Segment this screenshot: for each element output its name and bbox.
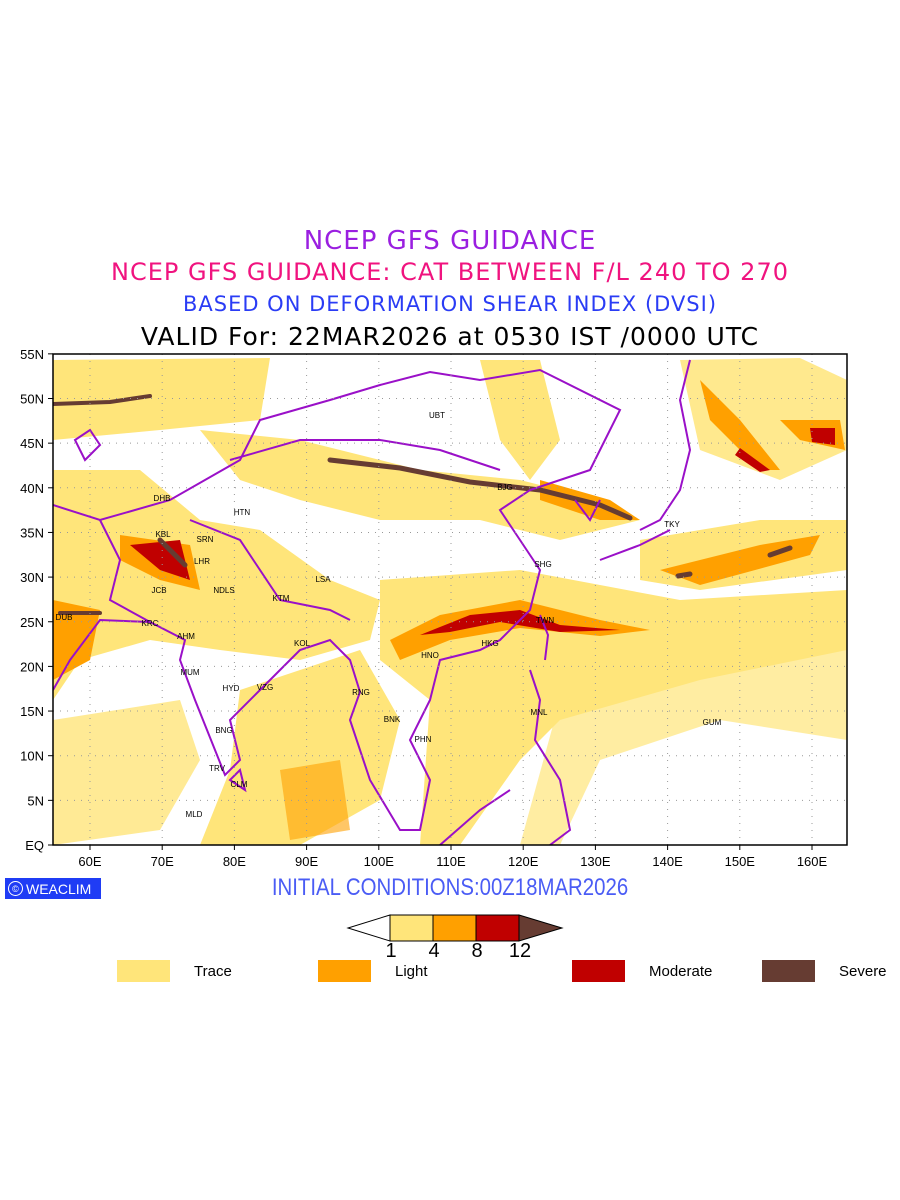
lon-label: 140E (652, 854, 683, 869)
colorbar-tick: 12 (508, 940, 532, 962)
legend-swatch (117, 960, 170, 982)
city-label: KOL (294, 639, 311, 648)
lat-label: 25N (20, 615, 44, 630)
city-label: SHG (534, 560, 551, 569)
lon-label: 110E (436, 854, 466, 869)
lat-label: 50N (20, 392, 44, 407)
colorbar-moderate (475, 914, 520, 942)
city-label: TRV (209, 764, 226, 773)
city-label: RNG (352, 688, 370, 697)
colorbar (346, 914, 564, 942)
lat-label: 45N (20, 436, 44, 451)
lon-label: 130E (580, 854, 611, 869)
lat-label: 5N (27, 793, 44, 808)
city-label: JCB (151, 586, 166, 595)
title-valid-time: VALID For: 22MAR2026 at 0530 IST /0000 U… (140, 322, 760, 351)
city-label: NDLS (213, 586, 234, 595)
city-label: UBT (429, 411, 445, 420)
lon-label: 80E (223, 854, 246, 869)
city-label: BJG (497, 483, 513, 492)
legend-label: Severe (839, 962, 887, 980)
colorbar-tick: 4 (428, 940, 440, 962)
lon-label: 60E (78, 854, 101, 869)
legend-label: Light (395, 962, 428, 980)
city-label: HNO (421, 651, 439, 660)
longitude-labels: 60E 70E 80E 90E 100E 110E 120E 130E 140E 150E 160E (78, 845, 828, 869)
city-labels: UBT BJG SHG TWN HKG HNO BNK PHN MNL TKY GUM DHB HTN K… (56, 411, 722, 819)
city-label: TKY (664, 520, 680, 529)
colorbar-tick: 8 (471, 940, 483, 962)
city-label: DUB (56, 613, 73, 622)
coastlines-borders (53, 359, 692, 845)
lon-label: 100E (364, 854, 395, 869)
city-label: LSA (315, 575, 331, 584)
copyright-icon: © (8, 881, 23, 896)
lat-lon-grid (53, 354, 847, 845)
logo-text: WEACLIM (26, 880, 92, 897)
title-main: NCEP GFS GUIDANCE (303, 226, 597, 256)
city-label: HTN (234, 508, 251, 517)
city-label: TWN (536, 616, 554, 625)
lat-label: 20N (20, 659, 44, 674)
title-product: NCEP GFS GUIDANCE: CAT BETWEEN F/L 240 T… (111, 258, 789, 286)
city-label: SRN (197, 535, 214, 544)
lat-label: EQ (25, 838, 44, 853)
legend-label: Moderate (649, 962, 713, 980)
city-label: VZG (257, 683, 273, 692)
map-fields (53, 358, 847, 845)
severe-jets (53, 394, 793, 615)
legend-swatch (762, 960, 815, 982)
city-label: MNL (531, 708, 548, 717)
lat-label: 55N (20, 347, 44, 362)
city-label: KRC (142, 619, 159, 628)
latitude-labels: EQ 5N 10N 15N 20N 25N 30N 35N 40N 45N 50N 55N (20, 347, 53, 853)
city-label: KBL (155, 530, 171, 539)
city-label: KTM (273, 594, 290, 603)
city-label: HYD (223, 684, 240, 693)
city-label: BNG (215, 726, 232, 735)
legend-swatch (572, 960, 625, 982)
title-method: BASED ON DEFORMATION SHEAR INDEX (DVSI) (182, 292, 718, 316)
lat-label: 15N (20, 704, 44, 719)
legend-swatch (318, 960, 371, 982)
legend-trace: Trace (117, 960, 232, 982)
legend-severe: Severe (762, 960, 887, 982)
colorbar-tick: 1 (385, 940, 397, 962)
legend-moderate: Moderate (572, 960, 712, 982)
colorbar-light (432, 914, 477, 942)
lat-label: 30N (20, 570, 44, 585)
city-label: MLD (186, 810, 203, 819)
moderate-areas (130, 428, 835, 635)
colorbar-trace (389, 914, 434, 942)
lon-label: 90E (295, 854, 318, 869)
city-label: MUM (180, 668, 199, 677)
city-label: GUM (703, 718, 722, 727)
lon-label: 70E (151, 854, 174, 869)
map-frame (52, 353, 848, 846)
lat-label: 40N (20, 481, 44, 496)
lon-label: 160E (797, 854, 828, 869)
legend-label: Trace (194, 962, 232, 980)
lat-label: 10N (20, 749, 44, 764)
city-label: LHR (194, 557, 210, 566)
city-label: HKG (481, 639, 498, 648)
legend-light: Light (318, 960, 428, 982)
cat-forecast-map: EQ 5N 10N 15N 20N 25N 30N 35N 40N 45N 50N 55N 60E 70… (20, 347, 848, 869)
initial-conditions: INITIAL CONDITIONS:00Z18MAR2026 (271, 874, 629, 901)
city-label: DHB (154, 494, 171, 503)
city-label: AHM (177, 632, 195, 641)
colorbar-below-min (346, 914, 391, 942)
lon-label: 120E (508, 854, 539, 869)
city-label: PHN (415, 735, 432, 744)
city-label: BNK (384, 715, 401, 724)
weaclim-logo: © WEACLIM (5, 878, 101, 899)
lon-label: 150E (725, 854, 756, 869)
city-label: CLM (231, 780, 248, 789)
lat-label: 35N (20, 525, 44, 540)
colorbar-severe (518, 914, 564, 942)
